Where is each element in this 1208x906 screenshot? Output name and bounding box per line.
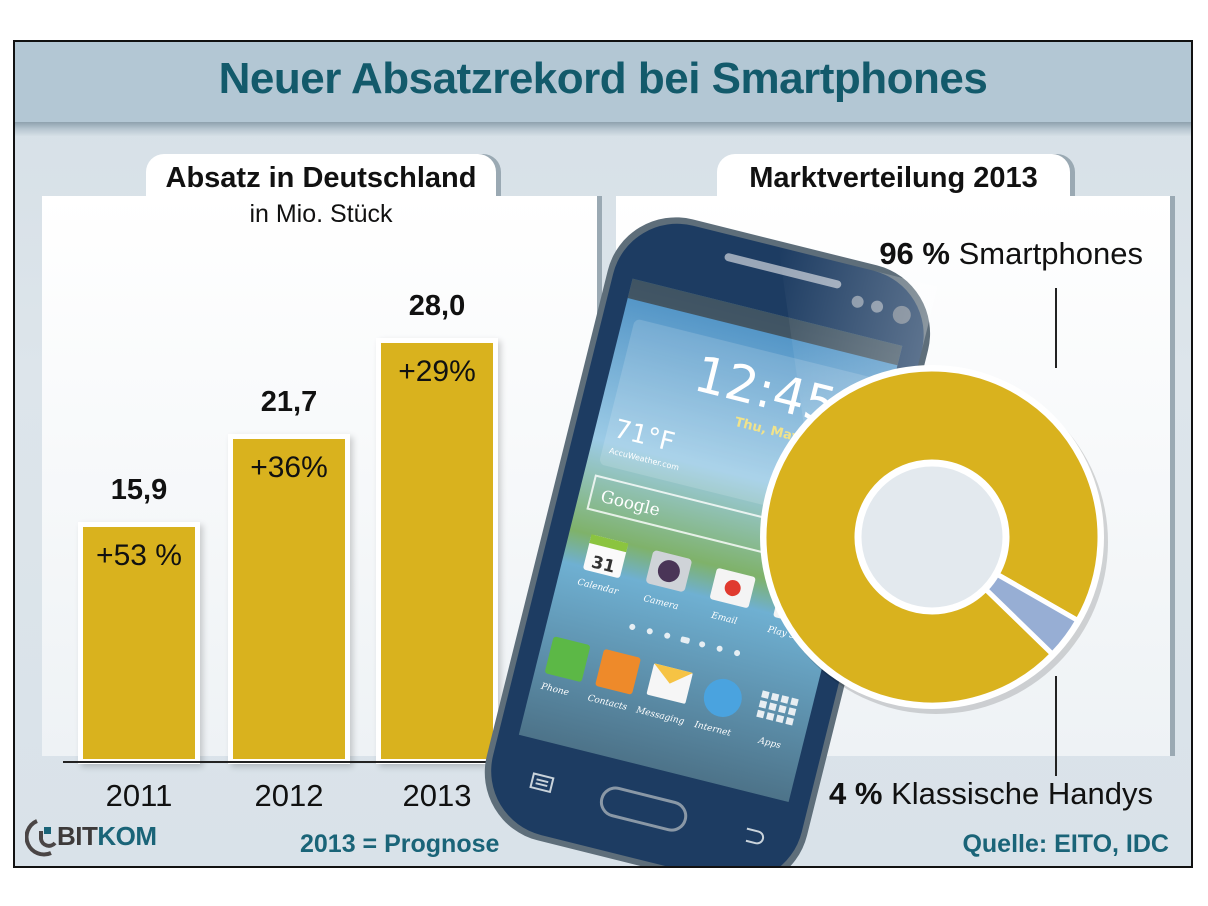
bitkom-logo-icon (25, 819, 57, 857)
x-tick-label: 2012 (254, 778, 324, 813)
left-panel-title: Absatz in Deutschland (165, 162, 477, 194)
x-tick-label: 2011 (105, 778, 173, 813)
page-title: Neuer Absatzrekord bei Smartphones (218, 54, 988, 103)
x-axis-line (63, 761, 518, 763)
bar-2011: +53 % (78, 522, 200, 764)
source-note: Quelle: EITO, IDC (962, 830, 1169, 858)
donut-chart (760, 365, 1108, 714)
pie-value-smartphones: 96 % (879, 236, 950, 271)
bar-growth-label: +53 % (96, 539, 182, 573)
pie-label-smartphones: 96 % Smartphones (879, 236, 1143, 272)
bar-value-label: 28,0 (408, 290, 466, 323)
pie-value-classic: 4 % (829, 776, 883, 811)
bitkom-wordmark: BITKOM (57, 821, 157, 851)
bar-growth-label: +36% (250, 451, 328, 485)
bar-growth-label: +29% (398, 355, 476, 389)
forecast-note: 2013 = Prognose (300, 830, 500, 858)
donut-hole (856, 461, 1008, 613)
bar-chart-subtitle: in Mio. Stück (249, 200, 393, 228)
bar-value-label: 15,9 (110, 474, 168, 507)
title-shadow (15, 122, 1191, 136)
bar-value-label: 21,7 (260, 386, 318, 419)
right-panel-title: Marktverteilung 2013 (749, 162, 1038, 194)
bar-2013: +29% (376, 338, 498, 764)
bitkom-logo: BITKOM (25, 817, 185, 857)
pie-label-classic: 4 % Klassische Handys (829, 776, 1153, 812)
pie-name-classic: Klassische Handys (891, 776, 1153, 811)
title-bar: Neuer Absatzrekord bei Smartphones (15, 42, 1191, 122)
leader-line-classic (1055, 676, 1057, 776)
pie-name-smartphones: Smartphones (958, 236, 1143, 271)
infographic-frame: Neuer Absatzrekord bei Smartphones Absat… (13, 40, 1193, 868)
x-tick-label: 2013 (402, 778, 472, 813)
leader-line-smartphones (1055, 288, 1057, 368)
